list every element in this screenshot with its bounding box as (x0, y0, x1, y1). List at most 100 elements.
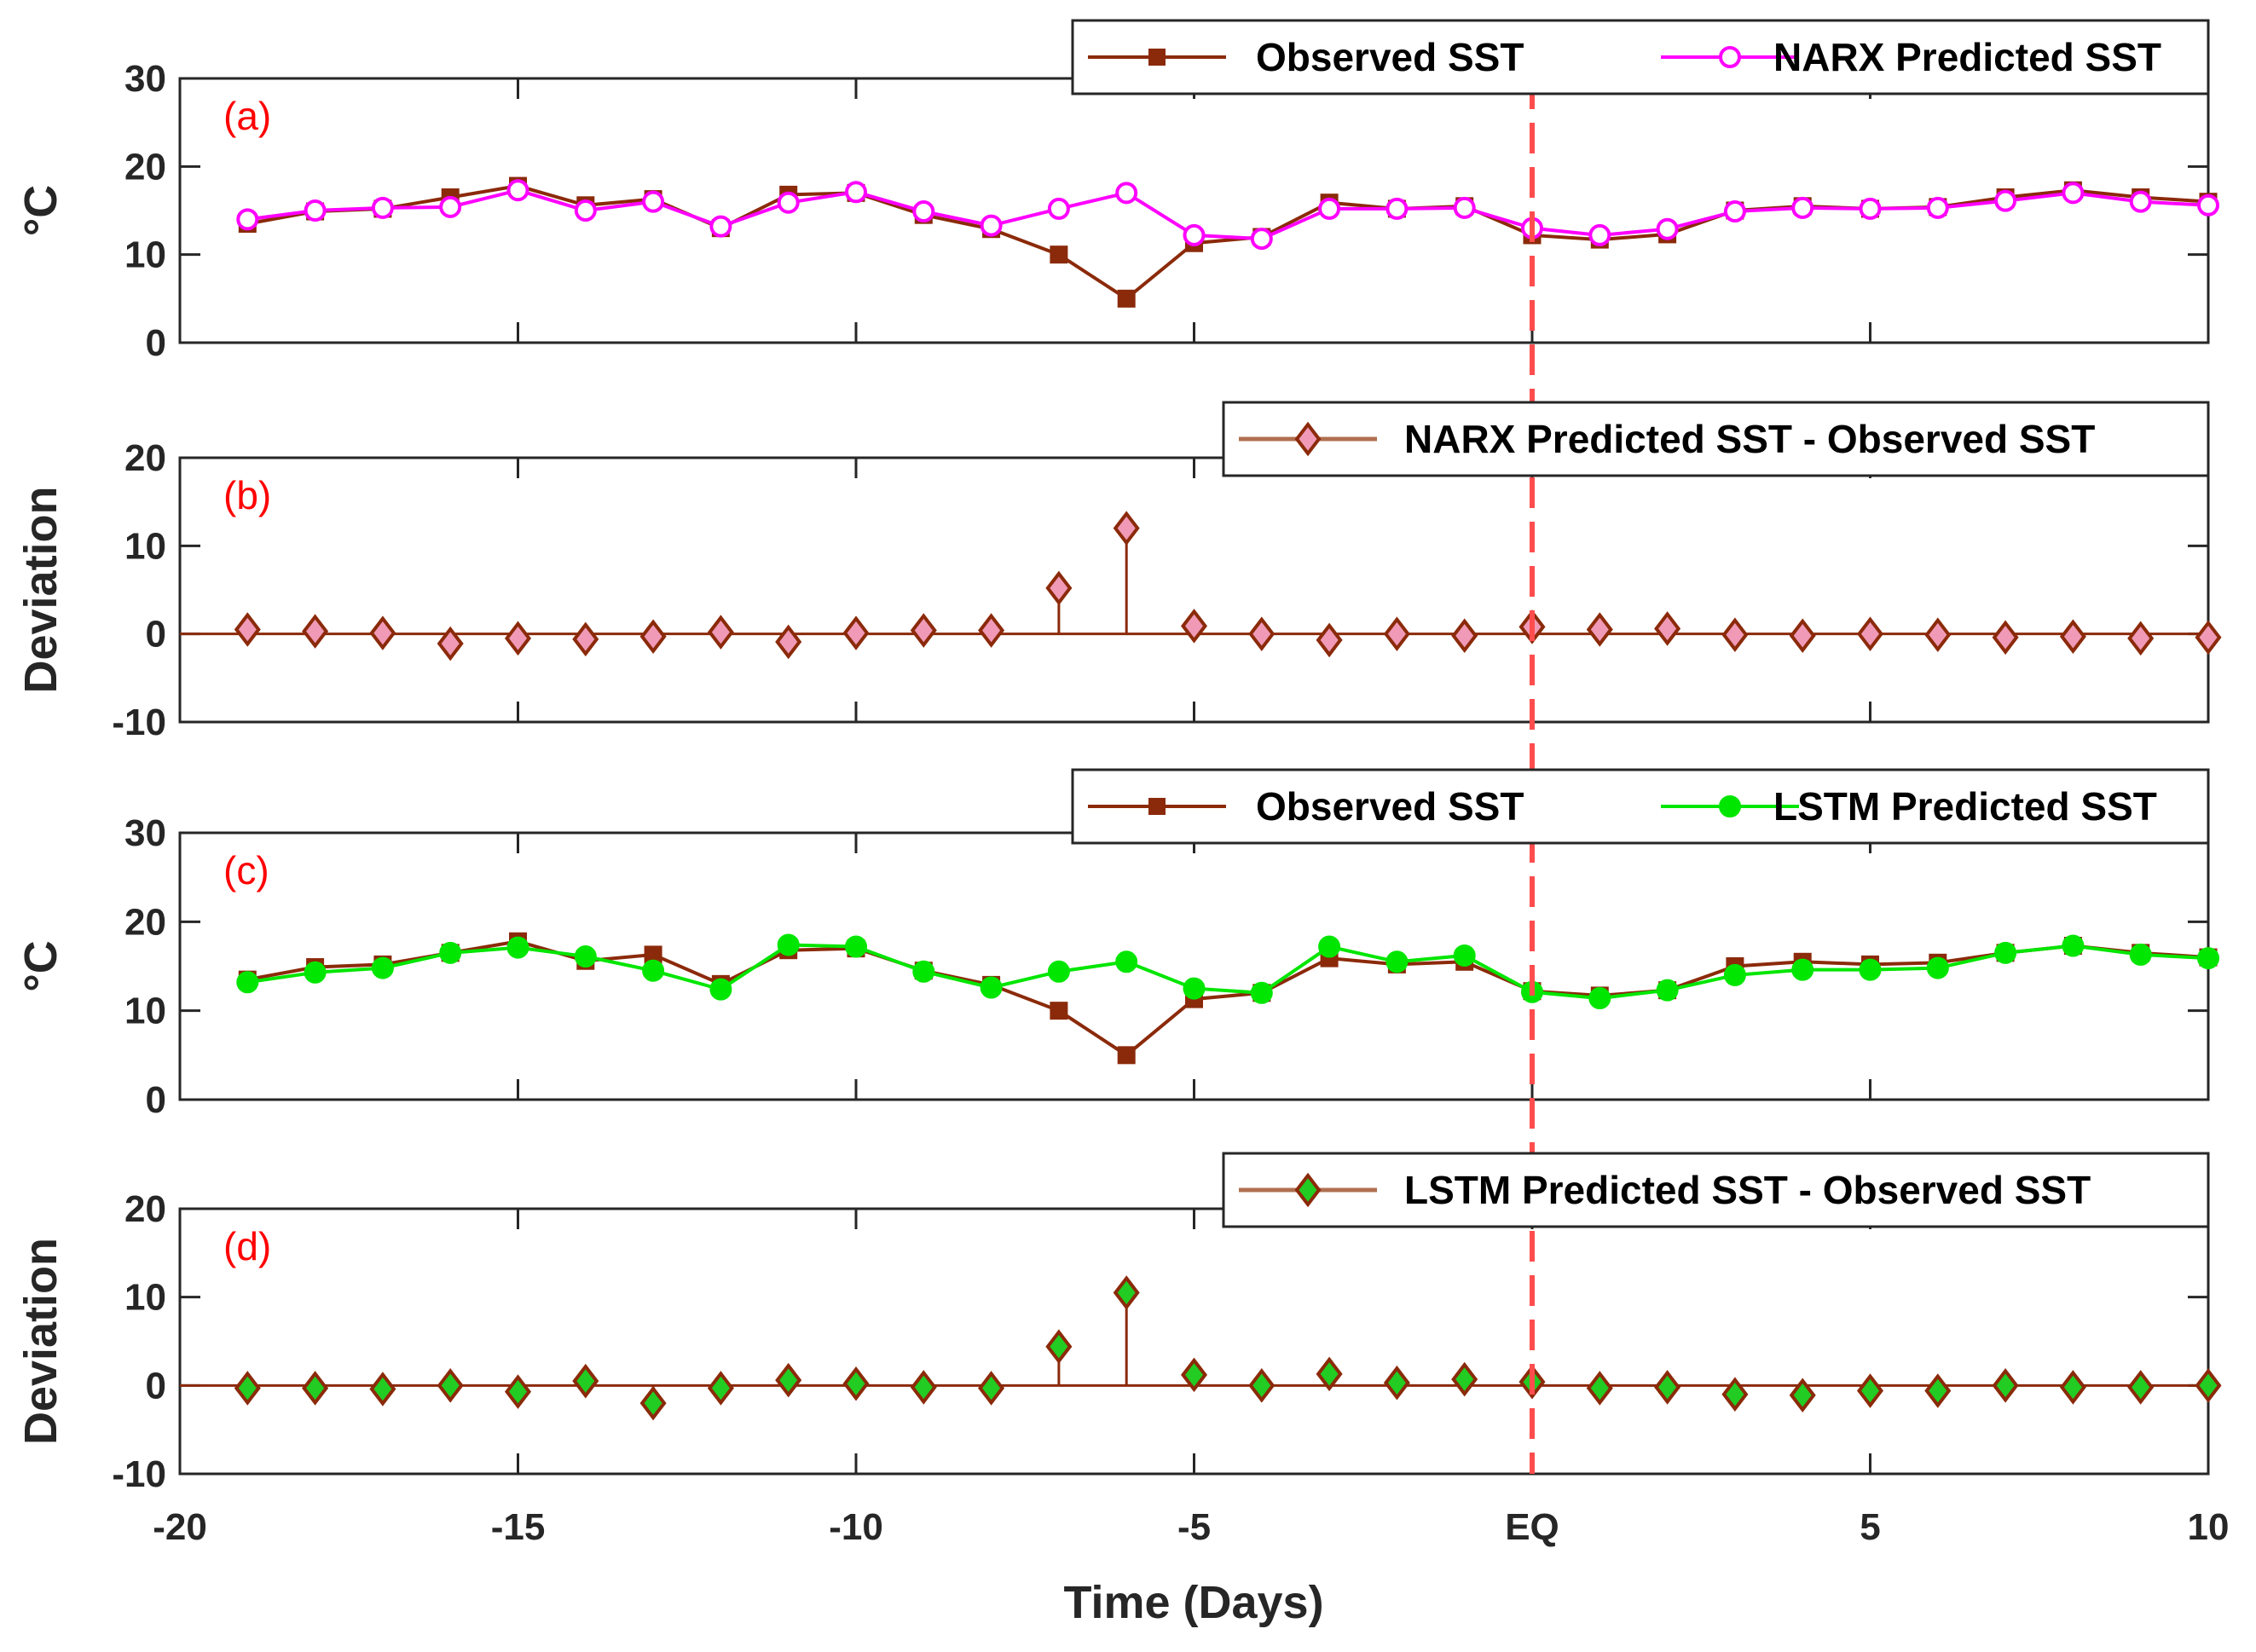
data-point (302, 614, 329, 649)
data-point (1113, 511, 1140, 546)
data-point (2059, 1370, 2086, 1405)
data-point (437, 626, 464, 661)
x-axis-label: Time (Days) (1063, 1577, 1323, 1628)
y-tick-label: 10 (124, 991, 166, 1032)
legend-marker (1148, 798, 1166, 815)
data-point (369, 615, 396, 650)
data-point (574, 199, 597, 222)
data-point (707, 615, 734, 650)
legend-marker (1719, 46, 1741, 68)
data-point (1183, 223, 1206, 246)
data-point (1451, 1361, 1478, 1397)
data-point (1924, 617, 1952, 652)
data-point (1586, 612, 1613, 647)
y-tick-label: 0 (146, 614, 166, 656)
legend-box (1071, 19, 2210, 95)
data-point (2127, 621, 2155, 656)
x-tick-label: EQ (1505, 1506, 1559, 1548)
data-point (910, 1370, 937, 1405)
data-point (2197, 194, 2219, 217)
data-point (912, 960, 935, 983)
axes-box (178, 1207, 2210, 1476)
series-line (246, 939, 2209, 1058)
data-point (1045, 570, 1073, 606)
data-point (642, 959, 665, 982)
data-point (1453, 196, 1476, 219)
data-point (1789, 1378, 1816, 1413)
data-point (709, 978, 732, 1001)
data-point (978, 1371, 1005, 1406)
legend-label: LSTM Predicted SST - Observed SST (1404, 1168, 2091, 1212)
data-point (1588, 223, 1611, 246)
axes-box (178, 456, 2210, 724)
data-point (1385, 197, 1409, 220)
data-point (1723, 200, 1746, 223)
data-point (1117, 1046, 1136, 1065)
panel-d: -10 0 10 20 Deviation (d) (15, 1188, 2222, 1495)
data-point (1859, 197, 1882, 220)
data-point (777, 933, 800, 956)
data-point (2129, 943, 2152, 966)
data-point (574, 945, 597, 968)
data-point (980, 214, 1003, 237)
panel-tag: (d) (223, 1224, 271, 1268)
data-point (1924, 1373, 1952, 1408)
y-tick-label: 20 (124, 901, 166, 943)
data-point (1588, 987, 1611, 1010)
panel-tag: (a) (223, 94, 271, 138)
legend-c: Observed SST LSTM Predicted SST (1071, 768, 2210, 845)
data-point (439, 941, 462, 964)
panel-tag: (b) (223, 473, 271, 517)
data-point (1113, 1275, 1140, 1310)
data-point (2195, 1368, 2222, 1403)
data-point (1318, 197, 1341, 220)
data-point (371, 196, 394, 219)
data-point (1926, 956, 1949, 979)
data-point (1183, 977, 1206, 1000)
data-point (1721, 1377, 1749, 1412)
data-point (2062, 182, 2085, 205)
data-point (236, 971, 259, 994)
data-point (845, 935, 867, 958)
data-point (845, 181, 867, 204)
data-point (1654, 1370, 1681, 1405)
data-point (2129, 190, 2152, 213)
data-point (1047, 960, 1070, 983)
axes-box (178, 77, 2210, 344)
data-point (1250, 981, 1273, 1004)
data-point (2195, 620, 2222, 656)
series-line (247, 943, 2209, 1001)
data-point (842, 1366, 870, 1401)
data-point (1856, 1373, 1884, 1408)
data-point (572, 1363, 599, 1399)
legends: Observed SST NARX Predicted SST NARX Predi… (1071, 19, 2210, 1228)
y-tick-label: 0 (146, 1365, 166, 1407)
data-point (304, 199, 327, 222)
y-tick-label: 0 (146, 1079, 166, 1121)
data-point (2062, 934, 2085, 957)
data-point (369, 1372, 396, 1407)
y-tick-label: 10 (124, 234, 166, 276)
data-point (978, 613, 1005, 648)
y-tick-label: 30 (124, 58, 166, 100)
data-point (1859, 958, 1882, 981)
data-point (1656, 217, 1679, 240)
x-tick-label: -10 (829, 1506, 883, 1548)
data-point (1318, 935, 1341, 958)
y-axis-label: Deviation (15, 1238, 67, 1445)
data-point (639, 619, 667, 655)
x-tick-label: -5 (1177, 1506, 1211, 1548)
data-point (1316, 622, 1343, 658)
y-tick-label: 20 (124, 146, 166, 188)
data-point (236, 208, 259, 231)
y-tick-label: -10 (112, 702, 166, 743)
data-point (1385, 950, 1409, 973)
y-tick-label: 10 (124, 525, 166, 567)
data-point (1047, 197, 1070, 220)
data-point (504, 1374, 532, 1409)
data-point (1656, 979, 1679, 1002)
y-tick-label: 30 (124, 812, 166, 854)
data-point (1654, 611, 1681, 646)
data-point (1180, 609, 1208, 644)
